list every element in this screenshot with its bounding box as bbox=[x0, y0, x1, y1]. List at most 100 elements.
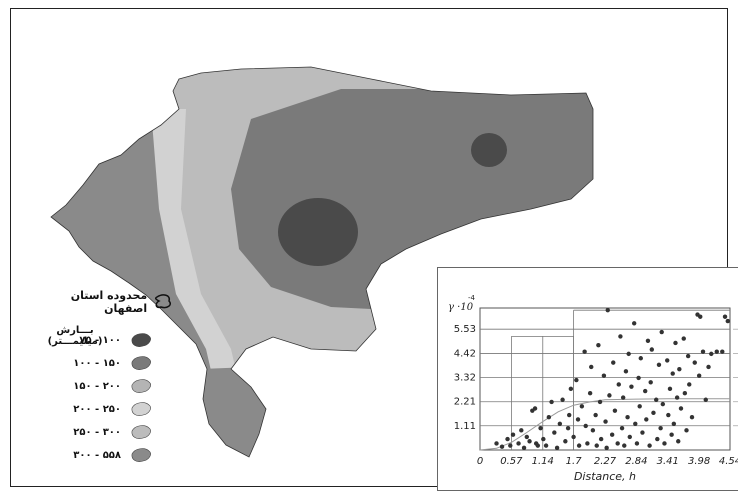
data-point bbox=[638, 356, 643, 361]
x-tick-label: 0 bbox=[477, 456, 483, 467]
data-point bbox=[665, 358, 670, 363]
data-point bbox=[567, 412, 572, 418]
data-point bbox=[654, 397, 659, 402]
data-point bbox=[568, 386, 574, 392]
data-point bbox=[510, 432, 516, 437]
legend-class-3: ۲۰۰ - ۲۵۰ bbox=[61, 400, 153, 418]
data-point bbox=[619, 425, 625, 431]
data-point bbox=[687, 382, 692, 387]
legend-class-0: ۷۵ - ۱۰۰ bbox=[61, 331, 153, 349]
y-axis-label: γ ·10 bbox=[448, 302, 474, 313]
data-point bbox=[589, 364, 594, 370]
data-point bbox=[585, 441, 590, 446]
data-point bbox=[593, 412, 598, 418]
data-point bbox=[603, 419, 608, 424]
zone-core-east bbox=[471, 133, 507, 167]
legend-class-2: ۱۵۰ - ۲۰۰ bbox=[61, 377, 153, 395]
data-point bbox=[649, 347, 655, 352]
data-point bbox=[662, 441, 667, 446]
data-point bbox=[590, 428, 596, 433]
data-point bbox=[620, 395, 626, 400]
data-point bbox=[601, 373, 607, 378]
legend-class-label: ۲۵۰ - ۳۰۰ bbox=[73, 426, 121, 438]
data-point bbox=[669, 432, 674, 437]
data-point bbox=[666, 412, 671, 418]
data-point bbox=[616, 382, 621, 387]
data-point bbox=[633, 421, 638, 426]
x-tick-label: 0.57 bbox=[500, 456, 523, 467]
variogram-chart: 1.11 2.21 3.32 4.42 5.53 0 0.57 1.14 1.7 2.27 2.84… bbox=[437, 267, 738, 491]
data-point bbox=[612, 408, 618, 413]
data-point bbox=[696, 373, 702, 378]
x-tick-label: 1.14 bbox=[532, 456, 554, 467]
legend-class-label: ۷۵ - ۱۰۰ bbox=[79, 334, 121, 346]
data-point bbox=[626, 351, 631, 357]
data-point bbox=[538, 425, 543, 431]
data-point bbox=[709, 351, 714, 357]
data-point bbox=[615, 441, 620, 446]
data-point bbox=[527, 439, 532, 444]
x-tick-label: 3.41 bbox=[657, 456, 679, 467]
data-point bbox=[524, 434, 530, 440]
data-point bbox=[618, 334, 623, 339]
data-point bbox=[645, 338, 651, 343]
data-point bbox=[640, 430, 645, 435]
data-point bbox=[706, 364, 711, 370]
legend-class-label: ۲۰۰ - ۲۵۰ bbox=[73, 403, 121, 415]
data-point bbox=[554, 445, 560, 451]
data-point bbox=[582, 349, 587, 354]
data-point bbox=[609, 432, 615, 437]
data-point bbox=[682, 391, 688, 396]
data-point bbox=[722, 314, 728, 319]
x-tick-label: 2.27 bbox=[594, 456, 617, 467]
data-point bbox=[703, 397, 708, 402]
data-point bbox=[681, 336, 686, 341]
y-tick-label: 3.32 bbox=[454, 372, 476, 383]
data-point bbox=[521, 445, 527, 451]
data-point bbox=[627, 434, 632, 440]
data-point bbox=[655, 436, 660, 442]
data-point bbox=[607, 393, 612, 398]
x-axis-label: Distance, h bbox=[574, 470, 636, 483]
data-point bbox=[494, 441, 499, 446]
data-point bbox=[667, 386, 673, 392]
data-point bbox=[637, 404, 642, 409]
data-point bbox=[648, 380, 653, 385]
plot-area bbox=[479, 307, 731, 451]
y-tick-label: 5.53 bbox=[454, 324, 476, 335]
data-point bbox=[505, 436, 510, 442]
data-point bbox=[571, 434, 576, 440]
data-point bbox=[700, 349, 706, 354]
data-point bbox=[499, 444, 505, 449]
data-point bbox=[671, 421, 677, 426]
legend-class-1: ۱۰۰ - ۱۵۰ bbox=[61, 354, 153, 372]
x-tick-label: 4.54 bbox=[719, 456, 738, 467]
data-point bbox=[587, 391, 593, 396]
data-point bbox=[678, 406, 684, 411]
y-tick-label: 2.21 bbox=[454, 397, 476, 408]
boundary-symbol-icon bbox=[155, 294, 172, 309]
data-point bbox=[622, 443, 627, 448]
data-point bbox=[677, 366, 682, 372]
data-point bbox=[532, 406, 538, 411]
legend-class-swatch bbox=[131, 402, 151, 416]
data-point bbox=[656, 362, 662, 367]
zone-core-west bbox=[278, 198, 358, 266]
data-point bbox=[596, 342, 601, 348]
data-point bbox=[658, 425, 663, 431]
data-point bbox=[685, 353, 691, 359]
x-tick-label: 3.98 bbox=[688, 456, 710, 467]
data-point bbox=[611, 360, 616, 365]
data-point bbox=[629, 384, 634, 389]
legend-boundary: محدوده استان اصفهان bbox=[25, 289, 175, 315]
data-point bbox=[597, 399, 603, 405]
data-point bbox=[644, 417, 649, 422]
legend-class-4: ۲۵۰ - ۳۰۰ bbox=[61, 423, 153, 441]
variogram-svg: 1.11 2.21 3.32 4.42 5.53 0 0.57 1.14 1.7 2.27 2.84… bbox=[448, 294, 738, 483]
map-legend: محدوده استان اصفهان بـــارش (میلیمـــتر) bbox=[25, 289, 175, 347]
y-tick-label: 1.11 bbox=[454, 421, 476, 432]
data-point bbox=[623, 369, 629, 374]
data-point bbox=[549, 399, 554, 405]
data-point bbox=[605, 307, 610, 313]
data-point bbox=[636, 375, 641, 381]
